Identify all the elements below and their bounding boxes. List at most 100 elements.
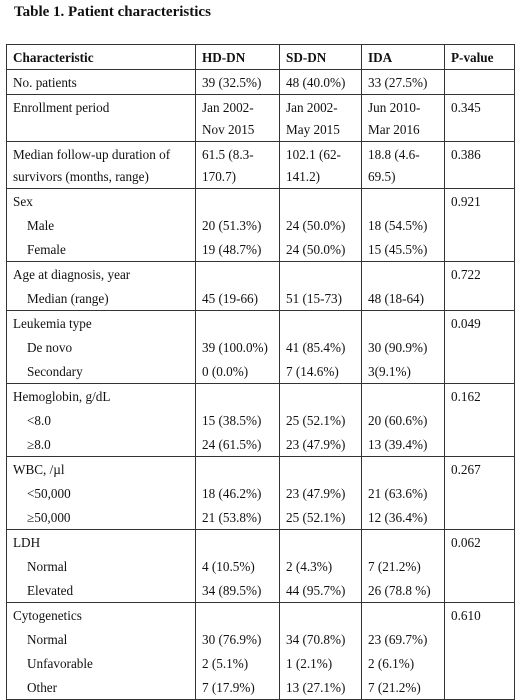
cell-enrollment-label: Enrollment period	[6, 94, 196, 142]
cell-leuk-label: Leukemia type	[6, 310, 196, 335]
cell-hb-label: Hemoglobin, g/dL	[6, 383, 196, 408]
cell-sex-male-label: Male	[6, 213, 196, 237]
cell-hb-lt-sd-dn: 25 (52.1%)	[279, 408, 362, 432]
cell-leuk-secondary-p-value	[444, 359, 515, 384]
table-row-age: Age at diagnosis, year 0.722	[6, 261, 515, 286]
table-row-leuk-secondary: Secondary 0 (0.0%) 7 (14.6%) 3(9.1%)	[6, 359, 515, 384]
cell-leuk-denovo-p-value	[444, 335, 515, 359]
table-row-hb: Hemoglobin, g/dL 0.162	[6, 383, 515, 408]
cell-cyto-p-value: 0.610	[444, 602, 515, 627]
cell-followup-sd-dn: 102.1 (62- 141.2)	[279, 141, 362, 189]
cell-hb-ge-label: ≥8.0	[6, 432, 196, 457]
cell-wbc-hd-dn	[195, 456, 280, 481]
cell-cyto-normal-ida: 23 (69.7%)	[361, 627, 445, 651]
cell-ldh-sd-dn	[279, 529, 362, 554]
cell-followup-label: Median follow-up duration of survivors (…	[6, 141, 196, 189]
cell-cyto-normal-p-value	[444, 627, 515, 651]
cell-leuk-denovo-hd-dn: 39 (100.0%)	[195, 335, 280, 359]
cell-cyto-unfav-ida: 2 (6.1%)	[361, 651, 445, 675]
cell-wbc-ge-ida: 12 (36.4%)	[361, 505, 445, 530]
table-row-hb-ge: ≥8.0 24 (61.5%) 23 (47.9%) 13 (39.4%)	[6, 432, 515, 457]
table-row-sex-female: Female 19 (48.7%) 24 (50.0%) 15 (45.5%)	[6, 237, 515, 262]
cell-sex-female-sd-dn: 24 (50.0%)	[279, 237, 362, 262]
table-row-no-patients: No. patients 39 (32.5%) 48 (40.0%) 33 (27.5…	[6, 69, 515, 95]
cell-wbc-ge-label: ≥50,000	[6, 505, 196, 530]
cell-cyto-sd-dn	[279, 602, 362, 627]
header-sd-dn: SD-DN	[279, 44, 362, 70]
cell-hb-ida	[361, 383, 445, 408]
cell-leuk-denovo-ida: 30 (90.9%)	[361, 335, 445, 359]
cell-hb-ge-hd-dn: 24 (61.5%)	[195, 432, 280, 457]
cell-sex-p-value: 0.921	[444, 188, 515, 213]
cell-age-median-hd-dn: 45 (19-66)	[195, 286, 280, 311]
cell-ldh-label: LDH	[6, 529, 196, 554]
cell-no-patients-ida: 33 (27.5%)	[361, 69, 445, 95]
cell-ldh-normal-label: Normal	[6, 554, 196, 578]
cell-leuk-denovo-label: De novo	[6, 335, 196, 359]
cell-hb-lt-p-value	[444, 408, 515, 432]
cell-enrollment-sd-dn: Jan 2002- May 2015	[279, 94, 362, 142]
cell-cyto-normal-sd-dn: 34 (70.8%)	[279, 627, 362, 651]
cell-enrollment-hd-dn: Jan 2002- Nov 2015	[195, 94, 280, 142]
header-characteristic: Characteristic	[6, 44, 196, 70]
cell-sex-male-sd-dn: 24 (50.0%)	[279, 213, 362, 237]
cell-age-median-p-value	[444, 286, 515, 311]
cell-leuk-secondary-sd-dn: 7 (14.6%)	[279, 359, 362, 384]
cell-enrollment-p-value: 0.345	[444, 94, 515, 142]
cell-hb-hd-dn	[195, 383, 280, 408]
cell-leuk-secondary-ida: 3(9.1%)	[361, 359, 445, 384]
cell-cyto-other-ida: 7 (21.2%)	[361, 675, 445, 700]
table-row-ldh-elevated: Elevated 34 (89.5%) 44 (95.7%) 26 (78.8 %)	[6, 578, 515, 603]
cell-sex-female-label: Female	[6, 237, 196, 262]
cell-ldh-normal-p-value	[444, 554, 515, 578]
table-row-cyto-other: Other 7 (17.9%) 13 (27.1%) 7 (21.2%)	[6, 675, 515, 700]
cell-cyto-other-label: Other	[6, 675, 196, 700]
cell-hb-lt-ida: 20 (60.6%)	[361, 408, 445, 432]
cell-ldh-elevated-p-value	[444, 578, 515, 603]
cell-no-patients-sd-dn: 48 (40.0%)	[279, 69, 362, 95]
cell-enrollment-ida: Jun 2010- Mar 2016	[361, 94, 445, 142]
cell-leuk-secondary-hd-dn: 0 (0.0%)	[195, 359, 280, 384]
cell-ldh-elevated-label: Elevated	[6, 578, 196, 603]
cell-hb-lt-hd-dn: 15 (38.5%)	[195, 408, 280, 432]
table-row-leuk-denovo: De novo 39 (100.0%) 41 (85.4%) 30 (90.9%)	[6, 335, 515, 359]
cell-hb-sd-dn	[279, 383, 362, 408]
cell-wbc-lt-p-value	[444, 481, 515, 505]
cell-sex-ida	[361, 188, 445, 213]
table-row-wbc-lt: <50,000 18 (46.2%) 23 (47.9%) 21 (63.6%)	[6, 481, 515, 505]
cell-sex-sd-dn	[279, 188, 362, 213]
cell-ldh-elevated-ida: 26 (78.8 %)	[361, 578, 445, 603]
cell-followup-ida: 18.8 (4.6- 69.5)	[361, 141, 445, 189]
table-row-sex-male: Male 20 (51.3%) 24 (50.0%) 18 (54.5%)	[6, 213, 515, 237]
cell-ldh-elevated-hd-dn: 34 (89.5%)	[195, 578, 280, 603]
cell-age-median-sd-dn: 51 (15-73)	[279, 286, 362, 311]
cell-sex-hd-dn	[195, 188, 280, 213]
cell-wbc-sd-dn	[279, 456, 362, 481]
table-row-cyto-unfav: Unfavorable 2 (5.1%) 1 (2.1%) 2 (6.1%)	[6, 651, 515, 675]
cell-ldh-normal-sd-dn: 2 (4.3%)	[279, 554, 362, 578]
cell-sex-female-p-value	[444, 237, 515, 262]
cell-cyto-ida	[361, 602, 445, 627]
cell-cyto-unfav-p-value	[444, 651, 515, 675]
cell-no-patients-p-value	[444, 69, 515, 95]
table-row-age-median: Median (range) 45 (19-66) 51 (15-73) 48 (18…	[6, 286, 515, 311]
table-row-cyto: Cytogenetics 0.610	[6, 602, 515, 627]
table-row-sex: Sex 0.921	[6, 188, 515, 213]
cell-age-median-ida: 48 (18-64)	[361, 286, 445, 311]
cell-hb-lt-label: <8.0	[6, 408, 196, 432]
cell-ldh-elevated-sd-dn: 44 (95.7%)	[279, 578, 362, 603]
cell-cyto-other-sd-dn: 13 (27.1%)	[279, 675, 362, 700]
header-p-value: P-value	[444, 44, 515, 70]
cell-leuk-hd-dn	[195, 310, 280, 335]
table-row-ldh: LDH 0.062	[6, 529, 515, 554]
cell-wbc-ge-hd-dn: 21 (53.8%)	[195, 505, 280, 530]
cell-wbc-lt-label: <50,000	[6, 481, 196, 505]
cell-sex-male-hd-dn: 20 (51.3%)	[195, 213, 280, 237]
cell-cyto-label: Cytogenetics	[6, 602, 196, 627]
cell-cyto-unfav-label: Unfavorable	[6, 651, 196, 675]
cell-leuk-secondary-label: Secondary	[6, 359, 196, 384]
cell-cyto-hd-dn	[195, 602, 280, 627]
cell-sex-male-p-value	[444, 213, 515, 237]
cell-age-sd-dn	[279, 261, 362, 286]
cell-leuk-sd-dn	[279, 310, 362, 335]
